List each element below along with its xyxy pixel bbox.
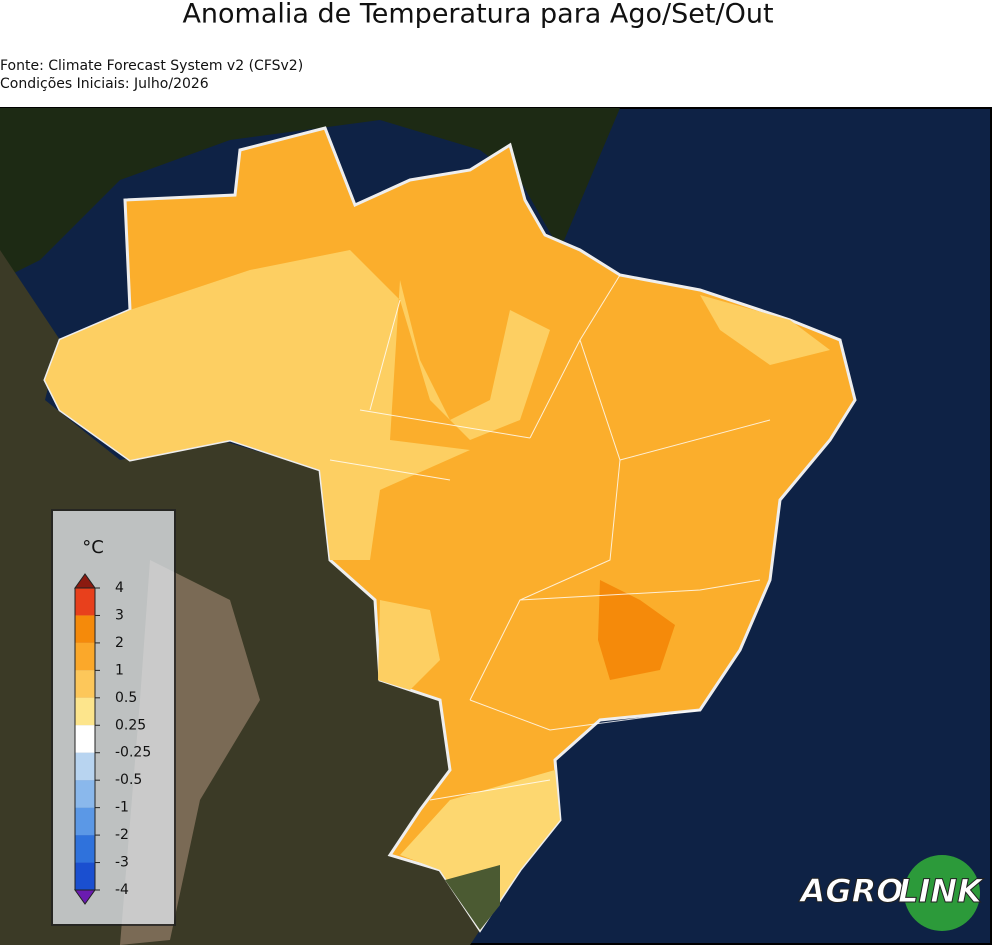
land-north [0, 108, 620, 280]
colorbar-segment [75, 807, 95, 836]
colorbar-segment [75, 780, 95, 808]
light-region-south [400, 770, 560, 930]
light-region-northeast [700, 295, 830, 365]
colorbar-tick-label: 2 [115, 635, 124, 651]
colorbar-segment [75, 697, 95, 726]
colorbar-segment [75, 588, 95, 616]
colorbar-tick-label: 1 [115, 662, 124, 678]
source: Fonte: Climate Forecast System v2 (CFSv2… [0, 58, 303, 74]
colorbar-tick-label: -3 [115, 855, 129, 871]
colorbar-panel: °C [51, 509, 176, 926]
logo-circle [904, 855, 980, 931]
colorbar-box [51, 509, 176, 926]
colorbar-outline [74, 587, 96, 891]
state-borders [329, 274, 771, 801]
colorbar-segment [75, 615, 95, 643]
light-region-north [45, 250, 550, 560]
colorbar-segment [75, 642, 95, 671]
colorbar-segment [75, 752, 95, 781]
initial-conditions: Condições Iniciais: Julho/2026 [0, 76, 209, 92]
logo: AGRO LINK [797, 855, 985, 931]
light-region-west [378, 600, 440, 690]
logo-text-link: LINK [898, 872, 984, 910]
colorbar-tick-label: 0.25 [115, 717, 146, 733]
colorbar-tick-label: -2 [115, 827, 129, 843]
colorbar-unit: °C [82, 537, 104, 558]
colorbar-tick-label: 0.5 [115, 690, 137, 706]
colorbar-tick-label: -4 [115, 882, 129, 898]
colorbar-segment [75, 725, 95, 753]
title: Anomalia de Temperatura para Ago/Set/Out [182, 0, 773, 30]
colorbar-tick-label: 3 [115, 607, 124, 623]
colorbar-tick-label: -1 [115, 800, 129, 816]
colorbar-segment [75, 862, 95, 890]
logo-text-agro: AGRO [798, 872, 904, 910]
uruguay [445, 865, 500, 930]
colorbar-segment [75, 835, 95, 863]
colorbar-tick-label: -0.25 [115, 745, 151, 761]
colorbar-tick-label: 4 [115, 580, 124, 596]
colorbar-tick-label: -0.5 [115, 772, 142, 788]
colorbar-segment [75, 670, 95, 698]
warm-region [598, 580, 675, 680]
